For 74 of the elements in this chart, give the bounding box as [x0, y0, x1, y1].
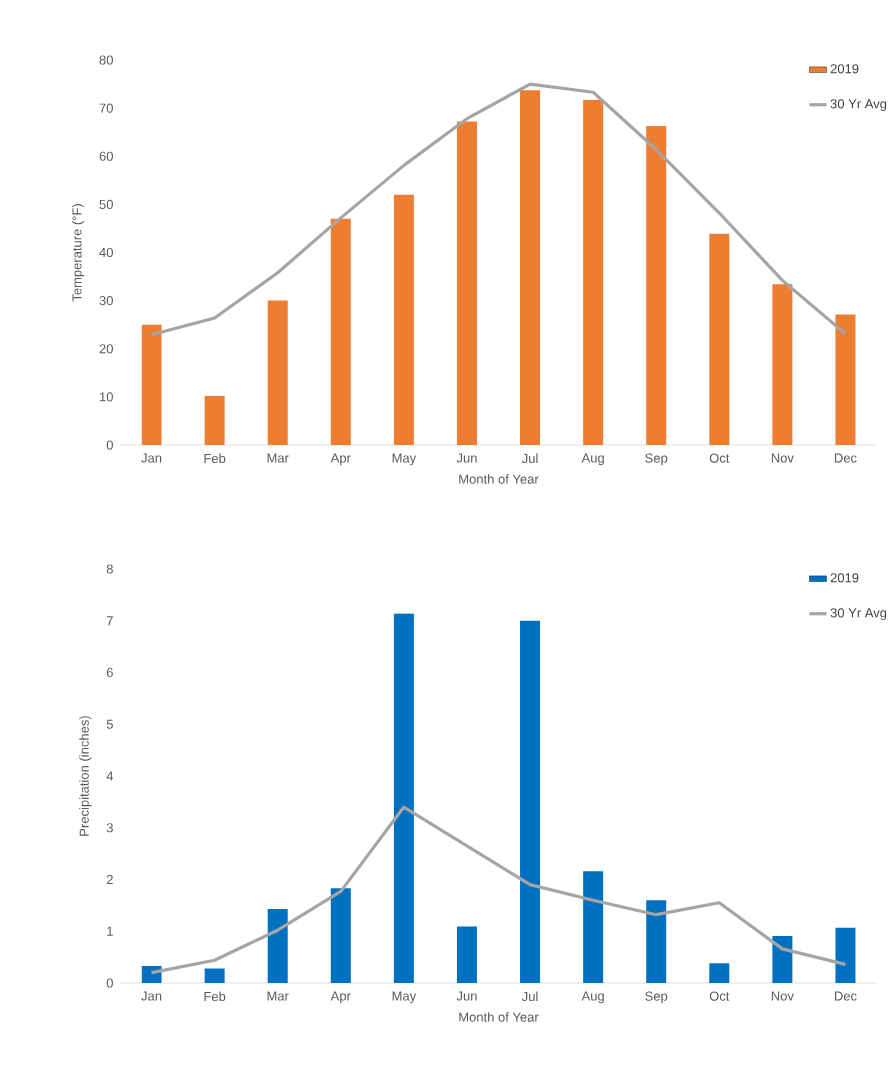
bar: [330, 218, 351, 445]
x-tick-label: Apr: [330, 991, 351, 1004]
x-tick-label: Nov: [771, 991, 794, 1001]
y-tick-label: 40: [99, 247, 113, 258]
y-tick-label: 5: [106, 719, 113, 729]
x-tick-label: Jan: [141, 453, 162, 463]
x-tick-label: Dec: [834, 453, 857, 463]
legend-label: 2019: [830, 64, 859, 74]
bar: [204, 968, 225, 983]
y-tick-label: 0: [106, 440, 113, 450]
legend-label: 30 Yr Avg: [830, 99, 887, 111]
y-tick-label: 80: [99, 55, 113, 65]
y-tick-label: 10: [100, 392, 113, 402]
x-tick-label: Mar: [267, 453, 289, 463]
bar: [520, 620, 541, 983]
y-tick-label: 30: [99, 296, 113, 306]
y-axis-title: Precipitation (inches): [79, 716, 92, 836]
y-axis-title: Temperature (°F): [72, 204, 85, 302]
x-tick-label: Aug: [581, 453, 604, 466]
y-tick-label: 4: [106, 771, 114, 781]
x-tick-label: Oct: [709, 991, 730, 1001]
y-tick-label: 1: [107, 926, 113, 936]
y-tick-label: 7: [106, 616, 113, 626]
x-tick-label: Jul: [521, 453, 538, 464]
bar: [772, 284, 793, 445]
bar: [520, 90, 541, 445]
x-tick-label: Apr: [330, 453, 351, 466]
y-tick-label: 50: [99, 199, 113, 209]
x-tick-label: Dec: [834, 991, 857, 1001]
y-tick-label: 8: [106, 564, 113, 574]
bar: [646, 900, 667, 983]
bar: [772, 935, 793, 983]
x-tick-label: Feb: [204, 991, 226, 1002]
x-tick-label: Mar: [267, 991, 289, 1001]
legend-label: 30 Yr Avg: [830, 608, 887, 621]
y-tick-label: 60: [99, 151, 113, 161]
x-axis-title: Month of Year: [459, 474, 539, 484]
x-tick-label: Feb: [204, 453, 226, 464]
bar: [393, 613, 414, 983]
x-tick-label: Sep: [645, 453, 668, 466]
bar: [204, 395, 225, 445]
bar: [267, 909, 288, 983]
y-tick-label: 70: [99, 103, 113, 113]
bar: [141, 324, 162, 445]
y-tick-label: 0: [106, 978, 113, 988]
x-tick-label: Aug: [581, 991, 604, 1004]
x-tick-label: Jun: [456, 991, 477, 1001]
bar: [456, 926, 477, 983]
bar: [330, 888, 351, 983]
x-tick-label: May: [392, 991, 417, 1004]
x-axis-title: Month of Year: [459, 1012, 539, 1022]
x-tick-label: Nov: [771, 453, 794, 463]
x-tick-label: Jul: [521, 991, 538, 1002]
y-tick-label: 20: [99, 344, 113, 354]
bar: [709, 963, 730, 983]
bar: [835, 927, 856, 983]
bar: [456, 121, 477, 445]
bar: [835, 314, 856, 445]
x-tick-label: Oct: [709, 453, 730, 463]
bar: [267, 300, 288, 445]
x-tick-label: May: [392, 453, 417, 466]
x-tick-label: Sep: [645, 991, 668, 1004]
bar: [393, 194, 414, 445]
bar: [583, 99, 604, 445]
bar: [709, 233, 730, 445]
x-tick-label: Jan: [141, 991, 162, 1001]
bar: [583, 871, 604, 983]
line-series: [149, 82, 848, 337]
y-tick-label: 6: [106, 667, 113, 678]
y-tick-label: 3: [106, 823, 113, 833]
legend-label: 2019: [830, 573, 859, 583]
y-tick-label: 2: [106, 874, 113, 885]
x-tick-label: Jun: [456, 453, 477, 463]
bar: [646, 125, 667, 445]
